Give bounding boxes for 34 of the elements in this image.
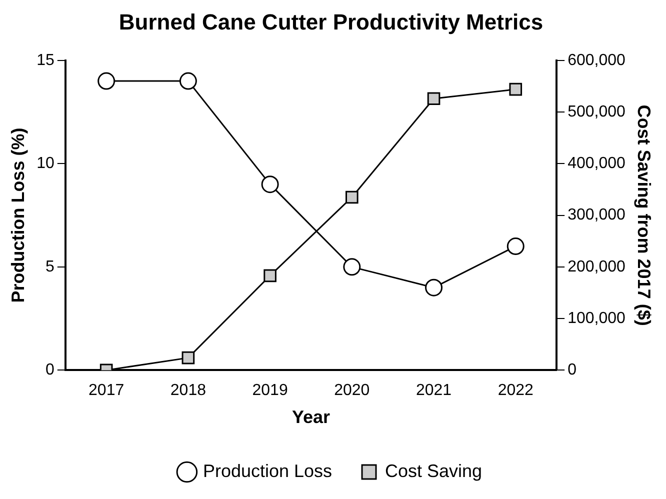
point xyxy=(427,92,440,106)
chart-title: Burned Cane Cutter Productivity Metrics xyxy=(118,9,544,34)
y-axis-title: Production Loss (%) xyxy=(8,128,28,303)
point xyxy=(343,258,361,276)
x-axis-title: Year xyxy=(292,407,330,428)
x-tick-label: 2020 xyxy=(334,382,370,400)
y2-tick-label: 0 xyxy=(568,362,577,379)
point xyxy=(98,72,116,90)
legend-label: Production Loss xyxy=(202,460,332,481)
y2-tick-label: 200,000 xyxy=(568,258,626,276)
y2-tick-label: 100,000 xyxy=(568,310,626,327)
point xyxy=(182,351,195,364)
point xyxy=(346,190,358,204)
y2-tick-label: 500,000 xyxy=(568,103,626,120)
y2-axis-title: Cost Saving from 2017 ($) xyxy=(634,104,654,326)
x-tick-label: 2019 xyxy=(252,382,288,400)
y-tick-label: 5 xyxy=(45,258,54,276)
y2-tick-label: 600,000 xyxy=(568,52,626,69)
y-tick-label: 10 xyxy=(36,155,54,172)
y-tick-label: 0 xyxy=(45,362,54,379)
legend-label: Cost Saving xyxy=(385,460,482,481)
y2-tick-label: 400,000 xyxy=(568,155,626,172)
x-tick-label: 2018 xyxy=(170,382,206,400)
point xyxy=(179,72,197,90)
y2-tick-label: 300,000 xyxy=(568,206,626,224)
point xyxy=(509,82,522,96)
x-tick-label: 2021 xyxy=(416,382,452,400)
point xyxy=(425,278,443,296)
point xyxy=(506,238,524,256)
x-tick-label: 2017 xyxy=(88,382,124,400)
point xyxy=(261,176,279,194)
y-tick-label: 15 xyxy=(36,52,54,69)
point xyxy=(264,269,276,282)
x-tick-label: 2022 xyxy=(498,382,534,400)
